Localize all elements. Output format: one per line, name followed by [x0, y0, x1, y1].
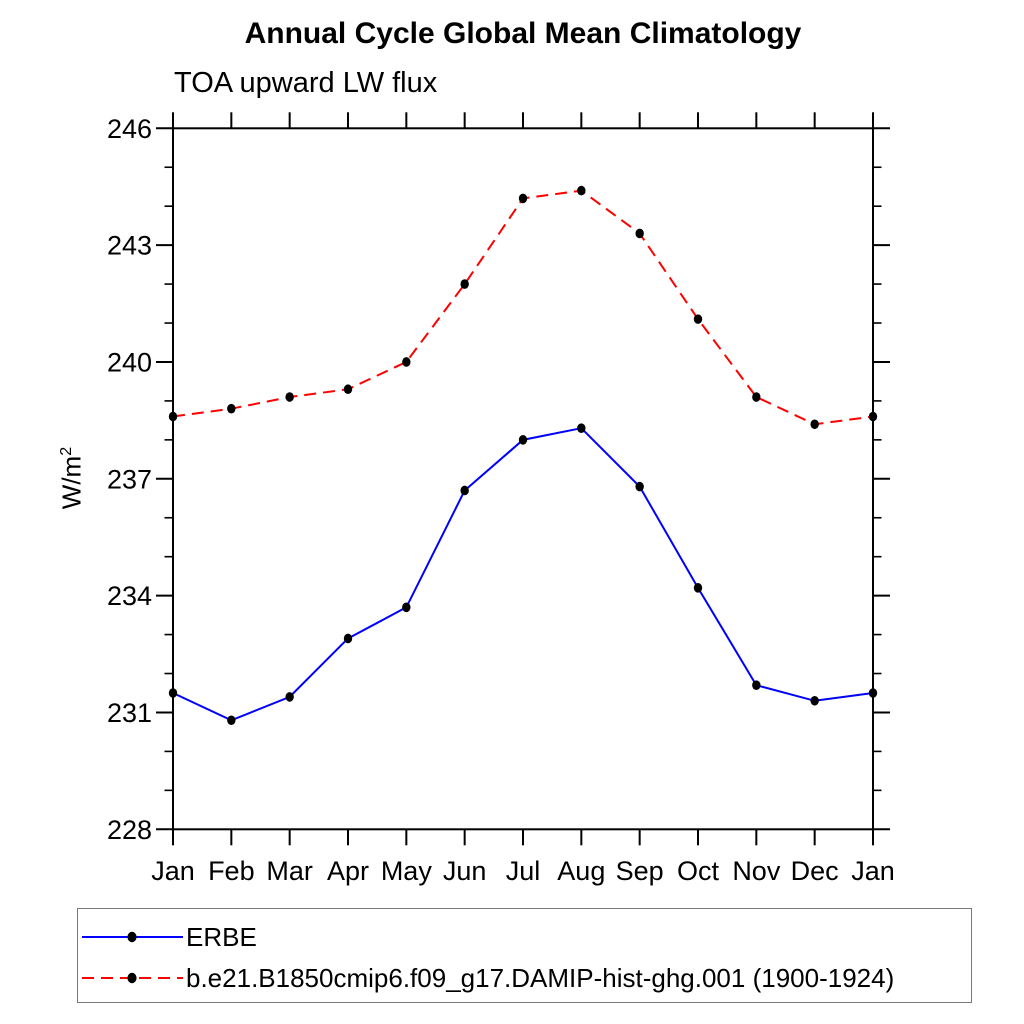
data-point-marker [577, 185, 586, 196]
erbe-line [172, 427, 874, 722]
chart-title: Annual Cycle Global Mean Climatology [244, 17, 802, 50]
x-tick-label: Jan [851, 856, 895, 886]
x-tick-label: Mar [266, 856, 313, 886]
x-tick-label: Oct [677, 856, 720, 886]
data-point-marker [868, 688, 878, 698]
x-tick-label: Nov [732, 856, 781, 886]
x-tick-label: Sep [616, 856, 664, 886]
y-tick-label: 240 [107, 347, 152, 377]
data-point-marker [518, 193, 528, 204]
legend-label: ERBE [186, 922, 257, 952]
legend-item-model: b.e21.B1850cmip6.f09_g17.DAMIP-hist-ghg.… [82, 965, 894, 991]
legend-sample-marker [127, 931, 137, 943]
legend: ERBE b.e21.B1850cmip6.f09_g17.DAMIP-hist… [77, 908, 972, 1003]
data-point-marker [285, 692, 294, 702]
y-tick-label: 234 [107, 581, 152, 611]
data-point-marker [810, 695, 819, 706]
y-tick-label: 246 [107, 114, 152, 144]
data-point-marker [227, 715, 236, 726]
data-point-marker [460, 279, 469, 289]
data-point-marker [168, 688, 178, 698]
x-tick-label: Apr [327, 856, 369, 886]
legend-line-sample-solid [82, 931, 183, 943]
x-tick-label: Jan [151, 856, 195, 886]
data-point-marker [460, 485, 469, 496]
data-point-marker [693, 314, 703, 324]
plot-frame [172, 127, 874, 831]
legend-item-erbe: ERBE [82, 924, 257, 950]
legend-label: b.e21.B1850cmip6.f09_g17.DAMIP-hist-ghg.… [186, 963, 895, 993]
chart-subtitle: TOA upward LW flux [174, 67, 438, 99]
legend-line-sample-dashed [82, 972, 183, 984]
data-point-marker [635, 481, 644, 492]
x-tick-label: Aug [557, 856, 605, 886]
data-point-marker [343, 633, 353, 644]
y-tick-label: 243 [107, 231, 152, 261]
data-point-marker [693, 583, 703, 593]
x-tick-label: Jul [506, 856, 541, 886]
y-tick-label: 228 [107, 815, 152, 845]
data-point-marker [402, 602, 411, 613]
y-tick-label: 231 [107, 698, 152, 728]
data-point-marker [227, 403, 236, 414]
data-point-marker [635, 228, 644, 239]
x-tick-label: Jun [443, 856, 487, 886]
y-tick-label: 237 [107, 464, 152, 494]
model-line [172, 189, 874, 426]
data-point-marker [752, 392, 761, 402]
data-point-marker [343, 384, 353, 395]
data-point-marker [518, 435, 528, 445]
data-point-marker [810, 419, 819, 430]
data-point-marker [168, 411, 178, 422]
data-point-marker [285, 392, 294, 402]
data-point-marker [752, 680, 761, 691]
data-point-marker [868, 411, 878, 422]
data-point-marker [577, 423, 586, 433]
legend-sample-marker [127, 972, 137, 984]
x-tick-label: Dec [791, 856, 839, 886]
x-tick-label: May [381, 856, 433, 886]
data-point-marker [402, 357, 411, 367]
x-tick-label: Feb [208, 856, 255, 886]
